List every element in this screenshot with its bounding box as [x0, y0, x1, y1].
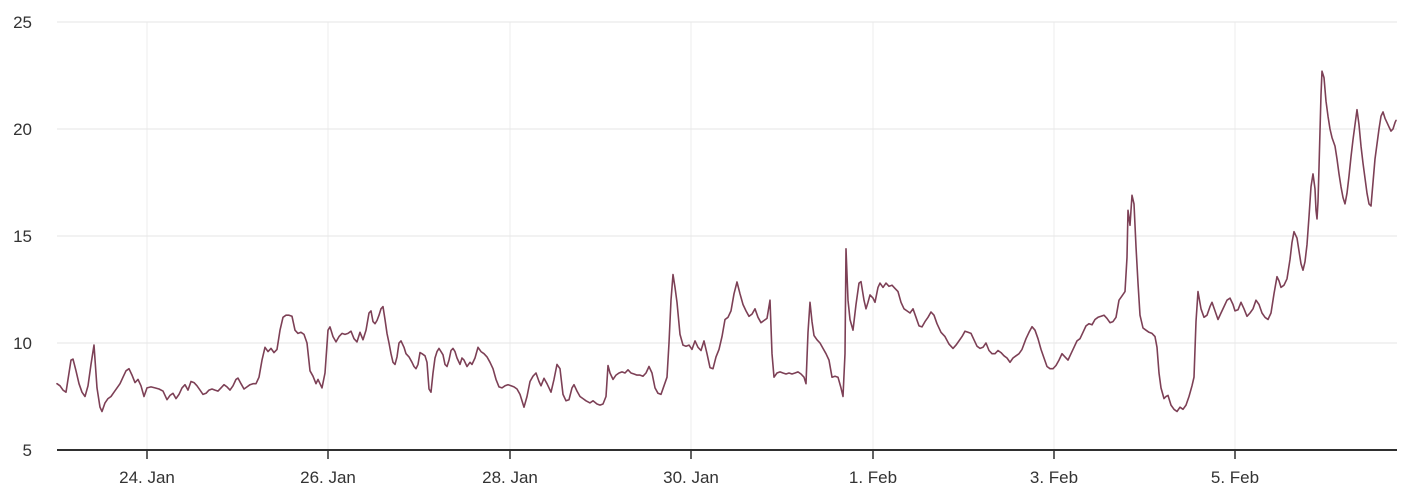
x-axis-label: 28. Jan	[482, 468, 538, 487]
y-axis-label: 20	[13, 120, 32, 139]
x-axis-label: 5. Feb	[1211, 468, 1259, 487]
x-axis-label: 26. Jan	[300, 468, 356, 487]
y-axis-label: 25	[13, 13, 32, 32]
x-axis-label: 1. Feb	[849, 468, 897, 487]
x-axis-label: 24. Jan	[119, 468, 175, 487]
y-axis-label: 15	[13, 227, 32, 246]
y-axis-label: 10	[13, 334, 32, 353]
series-line	[56, 70, 1397, 413]
x-axis-label: 30. Jan	[663, 468, 719, 487]
y-axis-label: 5	[23, 441, 32, 460]
x-axis-label: 3. Feb	[1030, 468, 1078, 487]
